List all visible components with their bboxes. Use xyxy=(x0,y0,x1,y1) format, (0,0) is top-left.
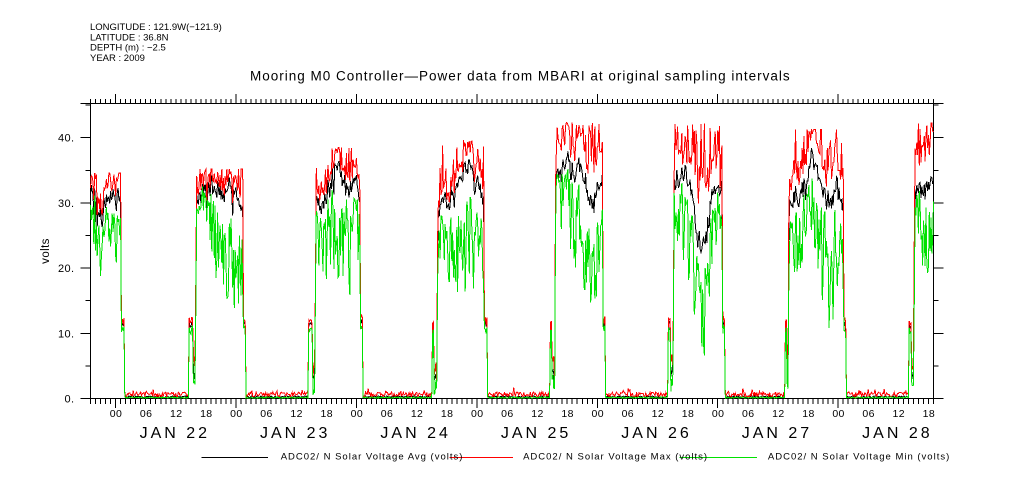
svg-text:00: 00 xyxy=(591,408,603,420)
svg-text:06: 06 xyxy=(381,408,393,420)
svg-text:12: 12 xyxy=(652,408,664,420)
svg-text:06: 06 xyxy=(501,408,513,420)
svg-text:40.: 40. xyxy=(58,133,75,145)
svg-text:12: 12 xyxy=(411,408,423,420)
svg-text:12: 12 xyxy=(290,408,302,420)
svg-text:JAN 25: JAN 25 xyxy=(501,425,571,442)
svg-text:00: 00 xyxy=(832,408,844,420)
svg-text:18: 18 xyxy=(441,408,453,420)
svg-text:06: 06 xyxy=(260,408,272,420)
svg-text:YEAR : 2009: YEAR : 2009 xyxy=(90,53,145,64)
svg-text:DEPTH (m) : −2.5: DEPTH (m) : −2.5 xyxy=(90,43,166,54)
svg-text:volts: volts xyxy=(40,238,52,264)
svg-text:12: 12 xyxy=(893,408,905,420)
svg-text:18: 18 xyxy=(802,408,814,420)
svg-text:JAN 27: JAN 27 xyxy=(742,425,812,442)
svg-text:12: 12 xyxy=(170,408,182,420)
svg-text:ADC02/ N Solar Voltage Max (vo: ADC02/ N Solar Voltage Max (volts) xyxy=(523,452,708,463)
svg-text:00: 00 xyxy=(230,408,242,420)
svg-text:ADC02/ N Solar Voltage Avg (vo: ADC02/ N Solar Voltage Avg (volts) xyxy=(281,452,464,463)
svg-text:JAN 22: JAN 22 xyxy=(140,425,210,442)
svg-text:JAN 23: JAN 23 xyxy=(260,425,330,442)
svg-text:20.: 20. xyxy=(58,263,75,275)
svg-text:LATITUDE : 36.8N: LATITUDE : 36.8N xyxy=(90,32,169,43)
svg-text:0.: 0. xyxy=(65,394,75,406)
svg-text:30.: 30. xyxy=(58,198,75,210)
svg-text:06: 06 xyxy=(140,408,152,420)
svg-text:JAN 26: JAN 26 xyxy=(621,425,691,442)
svg-text:18: 18 xyxy=(923,408,935,420)
svg-text:00: 00 xyxy=(110,408,122,420)
svg-text:18: 18 xyxy=(682,408,694,420)
svg-text:LONGITUDE : 121.9W(−121.9): LONGITUDE : 121.9W(−121.9) xyxy=(90,22,222,33)
svg-text:12: 12 xyxy=(531,408,543,420)
svg-text:06: 06 xyxy=(862,408,874,420)
svg-text:18: 18 xyxy=(200,408,212,420)
svg-text:06: 06 xyxy=(742,408,754,420)
svg-text:Mooring M0 Controller—Power da: Mooring M0 Controller—Power data from MB… xyxy=(250,69,791,84)
svg-text:18: 18 xyxy=(320,408,332,420)
svg-text:00: 00 xyxy=(712,408,724,420)
svg-text:ADC02/ N Solar Voltage Min (vo: ADC02/ N Solar Voltage Min (volts) xyxy=(768,452,950,463)
svg-text:06: 06 xyxy=(622,408,634,420)
svg-text:10.: 10. xyxy=(58,328,75,340)
svg-text:JAN 28: JAN 28 xyxy=(862,425,932,442)
svg-text:12: 12 xyxy=(772,408,784,420)
svg-text:00: 00 xyxy=(471,408,483,420)
svg-text:JAN 24: JAN 24 xyxy=(380,425,450,442)
svg-text:00: 00 xyxy=(351,408,363,420)
svg-text:18: 18 xyxy=(561,408,573,420)
